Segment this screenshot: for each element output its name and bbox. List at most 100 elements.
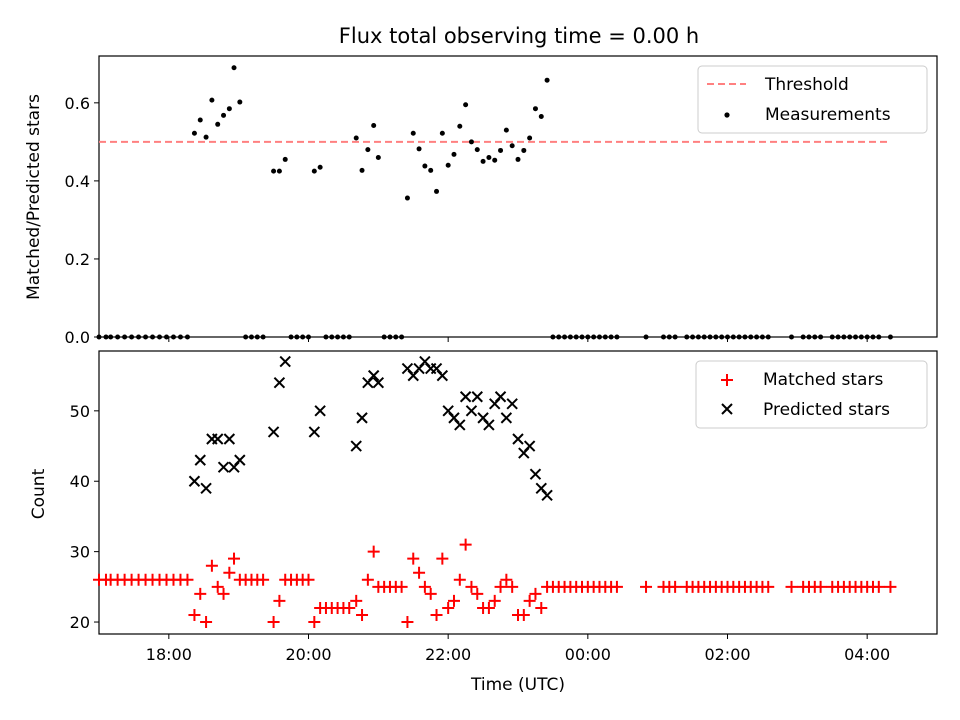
legend-matched-swatch — [721, 374, 733, 386]
measurement-point — [800, 334, 806, 340]
measurement-point — [847, 334, 853, 340]
measurement-point — [870, 334, 876, 340]
measurement-point — [579, 334, 585, 340]
matched-star-point — [669, 580, 682, 593]
measurement-point — [375, 154, 381, 160]
measurement-point — [498, 147, 504, 153]
measurement-point — [231, 65, 237, 71]
measurement-point — [841, 334, 847, 340]
measurement-point — [509, 143, 515, 149]
measurement-point — [237, 99, 243, 105]
measurement-point — [887, 334, 893, 340]
measurement-point — [550, 334, 556, 340]
matched-star-point — [430, 608, 443, 621]
measurement-point — [371, 122, 377, 128]
x-tick-label: 02:00 — [704, 645, 750, 664]
legend-measurements-swatch — [724, 112, 730, 118]
y-tick-label: 0.4 — [65, 172, 90, 191]
predicted-star-point — [500, 412, 513, 424]
matched-star-point — [228, 552, 241, 565]
x-tick-label: 00:00 — [565, 645, 611, 664]
measurement-point — [260, 334, 266, 340]
predicted-star-point — [217, 461, 230, 473]
measurement-point — [254, 334, 260, 340]
measurement-point — [521, 147, 527, 153]
measurement-point — [170, 334, 176, 340]
measurement-point — [567, 334, 573, 340]
measurement-point — [736, 334, 742, 340]
matched-star-point — [535, 601, 548, 614]
matched-star-point — [465, 580, 478, 593]
measurement-point — [474, 147, 480, 153]
matched-star-point — [459, 538, 472, 551]
measurement-point — [215, 121, 221, 127]
legend-predicted-swatch — [721, 403, 733, 415]
matched-star-point — [308, 616, 321, 629]
measurement-point — [221, 112, 227, 118]
matched-star-point — [343, 601, 356, 614]
count-y-axis: 20 30 40 50 — [70, 402, 99, 632]
count-plot-area — [93, 355, 897, 629]
predicted-star-point — [223, 433, 236, 445]
measurement-point — [387, 334, 393, 340]
measurement-point — [748, 334, 754, 340]
measurement-point — [765, 334, 771, 340]
predicted-star-point — [200, 482, 212, 494]
measurement-point — [177, 334, 183, 340]
matched-star-point — [762, 580, 775, 593]
matched-star-point — [395, 580, 408, 593]
measurement-point — [695, 334, 701, 340]
measurement-point — [701, 334, 707, 340]
measurement-point — [150, 334, 156, 340]
measurement-point — [812, 334, 818, 340]
measurement-point — [226, 106, 232, 112]
measurement-point — [713, 334, 719, 340]
measurement-point — [294, 334, 300, 340]
matched-star-point — [401, 616, 414, 629]
measurement-point — [282, 156, 288, 162]
y-tick-label: 0.2 — [65, 250, 90, 269]
ratio-panel: 0.0 0.2 0.4 0.6 Matched/Predicted stars Thr… — [24, 55, 938, 347]
predicted-star-point — [483, 419, 495, 431]
matched-star-point — [523, 594, 536, 607]
matched-star-point — [273, 594, 286, 607]
x-tick-label: 22:00 — [425, 645, 471, 664]
measurement-point — [515, 156, 521, 162]
measurement-point — [596, 334, 602, 340]
predicted-star-point — [465, 405, 478, 417]
legend-predicted-label: Predicted stars — [763, 400, 890, 420]
measurement-point — [164, 334, 170, 340]
figure-title: Flux total observing time = 0.00 h — [339, 24, 699, 48]
measurement-point — [191, 130, 197, 136]
matched-star-point — [506, 580, 519, 593]
measurement-point — [108, 334, 114, 340]
measurement-point — [643, 334, 649, 340]
matched-star-point — [267, 616, 280, 629]
matched-star-point — [447, 594, 460, 607]
measurement-point — [434, 188, 440, 194]
predicted-star-point — [494, 391, 507, 403]
matched-star-point — [785, 580, 798, 593]
matched-star-point — [217, 587, 230, 600]
predicted-star-point — [471, 391, 483, 403]
measurement-point — [136, 334, 142, 340]
x-tick-label: 20:00 — [285, 645, 331, 664]
measurement-point — [103, 334, 109, 340]
predicted-star-point — [212, 433, 224, 445]
matched-star-point — [350, 594, 363, 607]
measurement-point — [346, 334, 352, 340]
measurement-point — [300, 334, 306, 340]
matched-star-point — [471, 587, 484, 600]
measurement-point — [835, 334, 841, 340]
predicted-star-point — [512, 433, 524, 445]
predicted-star-point — [279, 355, 291, 368]
matched-star-point — [884, 580, 897, 593]
matched-star-point — [517, 608, 530, 621]
predicted-star-point — [523, 440, 536, 452]
measurement-point — [562, 334, 568, 340]
matched-star-point — [223, 566, 236, 579]
measurement-point — [323, 334, 329, 340]
matched-star-point — [418, 580, 431, 593]
